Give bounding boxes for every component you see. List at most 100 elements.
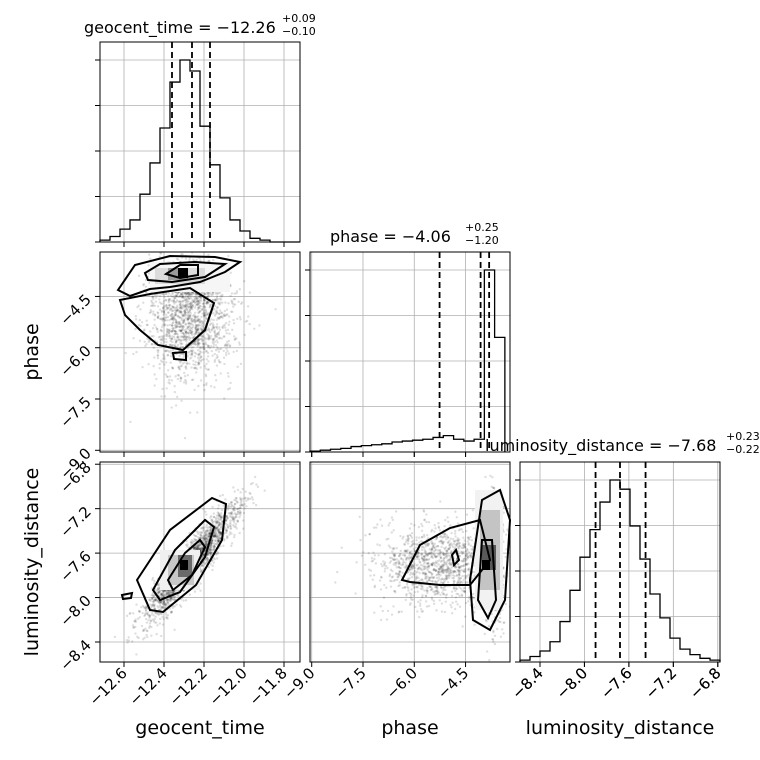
scatter-point <box>202 335 205 338</box>
scatter-point <box>192 291 195 295</box>
scatter-point <box>210 293 213 297</box>
scatter-point <box>159 605 162 608</box>
scatter-point <box>214 373 217 377</box>
scatter-point <box>196 317 199 321</box>
scatter-point <box>444 546 448 549</box>
scatter-point <box>156 349 159 352</box>
scatter-point <box>213 360 216 364</box>
scatter-point <box>164 592 168 595</box>
scatter-point <box>205 529 208 533</box>
scatter-point <box>164 373 167 376</box>
scatter-point <box>421 569 424 572</box>
scatter-point <box>400 557 403 561</box>
hist-panel-geocent-time-frame <box>99 41 301 243</box>
scatter-point <box>207 334 210 338</box>
scatter-point <box>200 296 203 300</box>
panel-geocent-phase-frame <box>99 251 301 453</box>
scatter-point <box>187 293 191 297</box>
scatter-point <box>441 541 445 544</box>
scatter-point <box>206 526 210 529</box>
scatter-point <box>174 332 177 335</box>
scatter-point <box>202 299 206 302</box>
scatter-point <box>453 607 457 611</box>
scatter-point <box>190 541 193 544</box>
scatter-point <box>182 320 185 323</box>
scatter-point <box>190 296 193 299</box>
scatter-point <box>447 548 450 551</box>
scatter-point <box>209 553 213 556</box>
scatter-point <box>236 317 239 320</box>
scatter-point <box>182 237 184 239</box>
scatter-point <box>398 554 401 558</box>
scatter-point <box>205 302 209 305</box>
scatter-point <box>196 319 200 323</box>
scatter-point <box>152 600 155 603</box>
scatter-point <box>156 354 160 357</box>
scatter-point <box>179 365 182 368</box>
scatter-point <box>189 306 193 309</box>
scatter-point <box>239 504 242 507</box>
scatter-point <box>446 541 450 544</box>
scatter-point <box>158 591 161 594</box>
scatter-point <box>404 550 407 553</box>
scatter-point <box>169 314 172 317</box>
scatter-point <box>141 611 144 615</box>
scatter-point <box>177 300 180 303</box>
scatter-point <box>429 579 432 582</box>
scatter-point <box>193 366 196 370</box>
scatter-point <box>434 527 437 530</box>
scatter-point <box>156 316 159 320</box>
scatter-point <box>457 576 461 579</box>
scatter-point <box>183 354 186 357</box>
scatter-point <box>436 590 439 593</box>
scatter-point <box>215 311 219 314</box>
scatter-point <box>193 321 197 324</box>
scatter-point <box>212 545 215 549</box>
scatter-point <box>156 624 159 627</box>
scatter-point <box>247 315 250 318</box>
hist-panel-luminosity-distance <box>515 461 721 663</box>
scatter-point <box>203 299 207 302</box>
scatter-point <box>156 589 160 592</box>
scatter-point <box>204 557 208 561</box>
scatter-point <box>462 550 465 553</box>
scatter-point <box>210 328 213 332</box>
scatter-point <box>172 300 175 303</box>
scatter-point <box>213 534 217 538</box>
scatter-point <box>195 367 198 371</box>
scatter-point <box>358 515 361 519</box>
scatter-point <box>435 555 439 558</box>
scatter-point <box>227 254 230 258</box>
scatter-point <box>183 296 187 299</box>
scatter-point <box>213 307 216 311</box>
scatter-point <box>161 595 165 598</box>
scatter-point <box>184 329 188 333</box>
scatter-point <box>212 325 216 329</box>
scatter-point <box>192 323 195 327</box>
scatter-point <box>169 318 173 321</box>
scatter-point <box>197 338 201 341</box>
scatter-point <box>452 576 455 580</box>
scatter-point <box>167 350 171 353</box>
scatter-point <box>211 325 214 328</box>
scatter-point <box>216 529 220 532</box>
scatter-point <box>217 531 221 534</box>
scatter-point <box>173 330 177 333</box>
scatter-point <box>205 526 208 529</box>
scatter-point <box>157 600 160 603</box>
scatter-point <box>442 578 445 581</box>
scatter-point <box>206 529 210 533</box>
scatter-point <box>167 292 171 295</box>
scatter-point <box>170 307 173 311</box>
scatter-point <box>202 383 206 387</box>
scatter-point <box>171 329 175 332</box>
scatter-point <box>174 341 178 344</box>
scatter-point <box>188 325 192 328</box>
scatter-point <box>439 565 442 569</box>
scatter-point <box>437 570 440 574</box>
scatter-point <box>423 548 426 552</box>
scatter-point <box>212 318 215 322</box>
scatter-point <box>173 605 176 608</box>
scatter-point <box>466 555 469 559</box>
scatter-point <box>215 520 219 523</box>
